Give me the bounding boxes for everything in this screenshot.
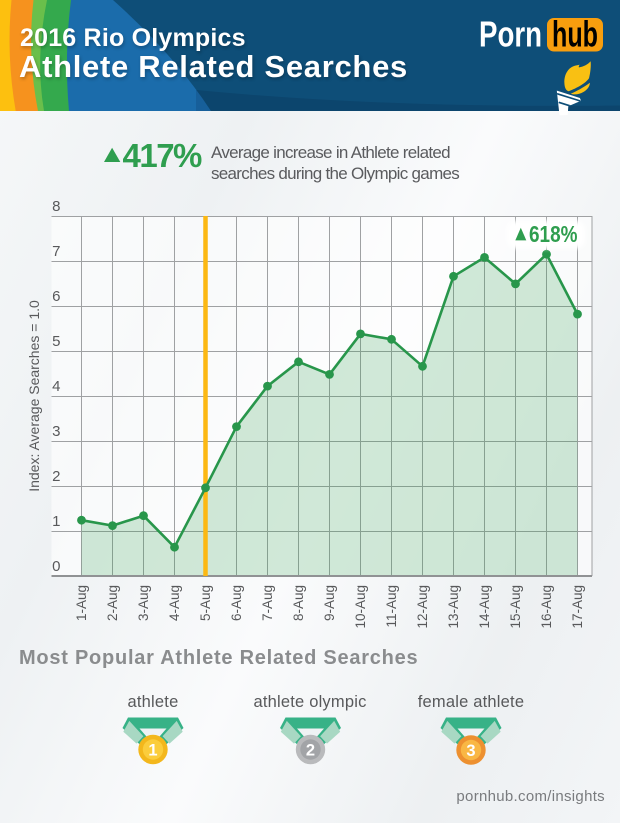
svg-text:6-Aug: 6-Aug [229, 585, 244, 621]
svg-text:0: 0 [52, 558, 60, 575]
svg-text:13-Aug: 13-Aug [446, 585, 461, 629]
svg-text:9-Aug: 9-Aug [322, 585, 337, 621]
svg-text:8: 8 [52, 198, 60, 215]
svg-text:1-Aug: 1-Aug [74, 585, 89, 621]
svg-text:7-Aug: 7-Aug [260, 585, 275, 621]
svg-text:6: 6 [52, 288, 60, 305]
svg-text:12-Aug: 12-Aug [415, 585, 430, 629]
svg-text:16-Aug: 16-Aug [539, 585, 554, 629]
svg-text:5: 5 [52, 333, 60, 350]
svg-text:14-Aug: 14-Aug [477, 585, 492, 629]
svg-text:3: 3 [466, 742, 475, 760]
svg-text:Porn: Porn [479, 13, 542, 54]
svg-text:15-Aug: 15-Aug [508, 585, 523, 629]
svg-text:4-Aug: 4-Aug [167, 585, 182, 621]
svg-text:1: 1 [148, 742, 157, 760]
svg-text:2: 2 [52, 468, 60, 485]
svg-text:2-Aug: 2-Aug [105, 585, 120, 621]
svg-text:17-Aug: 17-Aug [570, 585, 585, 629]
svg-text:7: 7 [52, 243, 60, 260]
svg-text:Index: Average Searches = 1.0: Index: Average Searches = 1.0 [26, 300, 42, 492]
svg-text:5-Aug: 5-Aug [198, 585, 213, 621]
svg-text:11-Aug: 11-Aug [384, 585, 399, 628]
svg-text:8-Aug: 8-Aug [291, 585, 306, 621]
svg-text:4: 4 [52, 378, 60, 395]
svg-text:3-Aug: 3-Aug [136, 585, 151, 621]
svg-text:hub: hub [552, 13, 598, 54]
svg-text:3: 3 [52, 423, 60, 440]
svg-text:10-Aug: 10-Aug [353, 585, 368, 629]
svg-text:1: 1 [52, 513, 60, 530]
svg-text:2: 2 [306, 742, 315, 760]
svg-text:618%: 618% [529, 221, 578, 247]
